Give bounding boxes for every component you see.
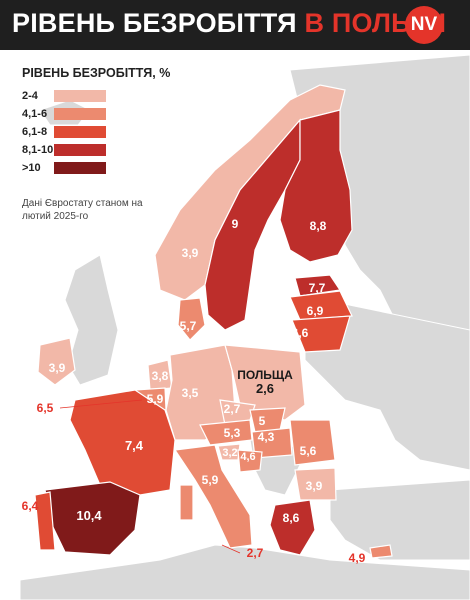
legend-swatch xyxy=(54,126,106,138)
legend: РІВЕНЬ БЕЗРОБІТТЯ, % 2-4 4,1-6 6,1-8 8,1… xyxy=(22,66,170,177)
legend-swatch xyxy=(54,108,106,120)
legend-item-label: 2-4 xyxy=(22,90,38,102)
label-romania: 5,6 xyxy=(300,444,317,458)
label-belgium: 5,9 xyxy=(147,392,164,406)
label-sweden: 9 xyxy=(232,217,239,231)
title-main: РІВЕНЬ БЕЗРОБІТТЯ xyxy=(12,8,297,38)
country-sweden xyxy=(204,118,301,331)
label-italy: 5,9 xyxy=(202,473,219,487)
label-greece: 8,6 xyxy=(283,511,300,525)
country-france xyxy=(69,389,176,496)
legend-item-label: 6,1-8 xyxy=(22,126,48,138)
header-bar: РІВЕНЬ БЕЗРОБІТТЯ В ПОЛЬЩІ NV xyxy=(0,0,470,50)
label-slovenia: 3,2 xyxy=(222,447,237,459)
label-czechia: 2,7 xyxy=(224,402,241,416)
label-lithuania: 6,6 xyxy=(292,326,309,340)
country-denmark xyxy=(177,297,206,341)
page-title: РІВЕНЬ БЕЗРОБІТТЯ В ПОЛЬЩІ xyxy=(12,8,446,39)
legend-item: 6,1-8 xyxy=(22,123,170,141)
legend-item-label: 4,1-6 xyxy=(22,108,48,120)
country-lithuania xyxy=(291,315,351,353)
country-slovenia xyxy=(217,443,241,461)
country-cyprus xyxy=(369,544,393,559)
label-slovakia: 5 xyxy=(259,414,266,428)
legend-title: РІВЕНЬ БЕЗРОБІТТЯ, % xyxy=(22,66,171,80)
label-denmark: 5,7 xyxy=(180,319,197,333)
legend-item: 8,1-10 xyxy=(22,141,170,159)
country-austria xyxy=(199,419,253,446)
label-luxembourg: 6,5 xyxy=(37,401,54,415)
label-hungary: 4,3 xyxy=(258,430,275,444)
label-portugal: 6,4 xyxy=(22,499,39,513)
legend-item: 4,1-6 xyxy=(22,105,170,123)
europe-map: 8,8 9 3,9 7,7 6,9 6,6 5,7 3,9 3,8 5,9 3,… xyxy=(0,50,470,600)
country-ireland xyxy=(37,337,76,386)
label-spain: 10,4 xyxy=(76,508,102,523)
label-germany: 3,5 xyxy=(182,386,199,400)
country-croatia xyxy=(237,449,263,473)
country-portugal xyxy=(34,491,56,551)
leader-luxembourg xyxy=(59,399,143,409)
label-croatia: 4,6 xyxy=(240,451,255,463)
label-poland: 2,6 xyxy=(256,381,274,396)
country-spain xyxy=(44,481,141,556)
label-france: 7,4 xyxy=(125,438,144,453)
country-romania xyxy=(289,419,336,466)
country-estonia xyxy=(294,274,342,297)
legend-swatch xyxy=(54,162,106,174)
source-note: Дані Євростату станом на лютий 2025-го xyxy=(22,198,143,222)
country-finland xyxy=(279,109,353,263)
country-greece xyxy=(269,499,316,556)
label-estonia: 7,7 xyxy=(309,281,326,295)
label-poland-title: ПОЛЬЩА xyxy=(237,368,293,382)
label-cyprus: 4,9 xyxy=(349,551,366,565)
label-norway: 3,9 xyxy=(182,246,199,260)
land-turkey xyxy=(329,479,470,561)
label-netherlands: 3,8 xyxy=(152,369,169,383)
country-italy xyxy=(173,444,253,549)
label-bulgaria: 3,9 xyxy=(306,479,323,493)
land-africa xyxy=(19,544,470,600)
legend-item: >10 xyxy=(22,159,170,177)
label-malta: 2,7 xyxy=(247,546,264,560)
country-slovakia xyxy=(249,407,286,433)
country-hungary xyxy=(251,427,293,459)
label-ireland: 3,9 xyxy=(49,361,66,375)
legend-item-label: >10 xyxy=(22,162,41,174)
nv-logo: NV xyxy=(405,6,443,44)
label-latvia: 6,9 xyxy=(307,304,324,318)
legend-swatch xyxy=(54,90,106,102)
country-latvia xyxy=(289,290,353,321)
legend-item: 2-4 xyxy=(22,87,170,105)
leader-malta xyxy=(221,544,241,554)
legend-item-label: 8,1-10 xyxy=(22,144,54,156)
legend-swatch xyxy=(54,144,106,156)
label-austria: 5,3 xyxy=(224,426,241,440)
land-uk xyxy=(64,254,119,386)
label-finland: 8,8 xyxy=(310,219,327,233)
country-sardinia xyxy=(179,484,194,521)
country-bulgaria xyxy=(294,467,337,501)
